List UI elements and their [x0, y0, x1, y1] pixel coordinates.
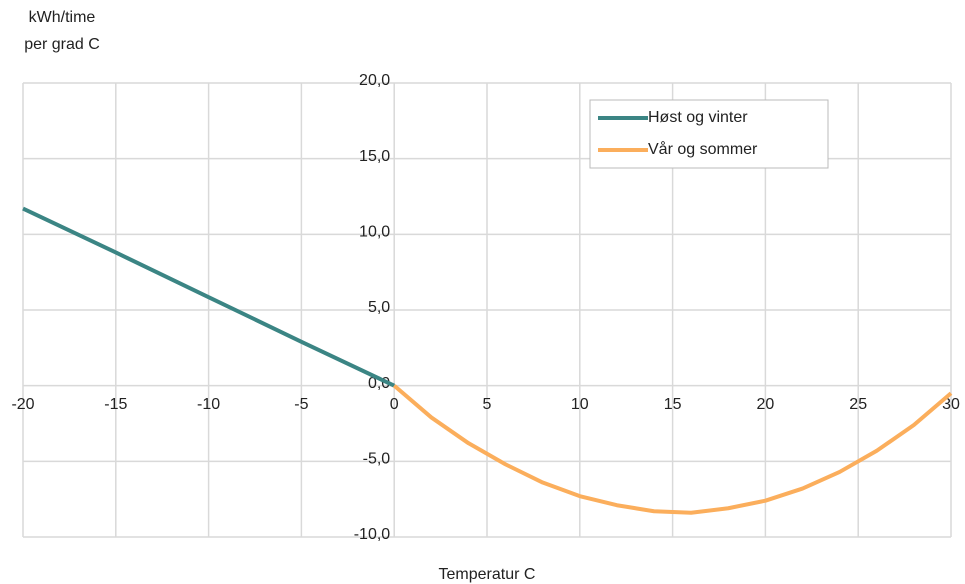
- legend-label: Høst og vinter: [648, 109, 748, 126]
- x-tick-label: 5: [483, 396, 492, 413]
- legend-label: Vår og sommer: [648, 140, 758, 158]
- x-tick-label: 30: [942, 396, 960, 413]
- x-tick-label: -10: [197, 396, 220, 413]
- x-tick-label: -20: [11, 396, 34, 413]
- x-axis-title: Temperatur C: [439, 566, 536, 583]
- x-tick-label: 10: [571, 396, 589, 413]
- x-tick-label: 15: [664, 396, 682, 413]
- y-axis-title: kWh/time: [29, 9, 96, 26]
- x-tick-label: 20: [757, 396, 775, 413]
- y-tick-label: 20,0: [359, 72, 390, 89]
- x-tick-label: 0: [390, 396, 399, 413]
- legend-box: [589, 99, 829, 169]
- y-tick-label: 5,0: [368, 299, 390, 316]
- y-tick-label: -5,0: [363, 451, 391, 468]
- x-tick-label: -5: [294, 396, 308, 413]
- y-tick-label: -10,0: [354, 526, 391, 543]
- series-line: [392, 384, 953, 515]
- y-axis-title: per grad C: [24, 36, 100, 53]
- series-line: [22, 206, 396, 388]
- x-tick-label: -15: [104, 396, 127, 413]
- y-tick-label: 15,0: [359, 148, 390, 165]
- x-tick-label: 25: [849, 396, 867, 413]
- y-tick-label: 10,0: [359, 224, 390, 241]
